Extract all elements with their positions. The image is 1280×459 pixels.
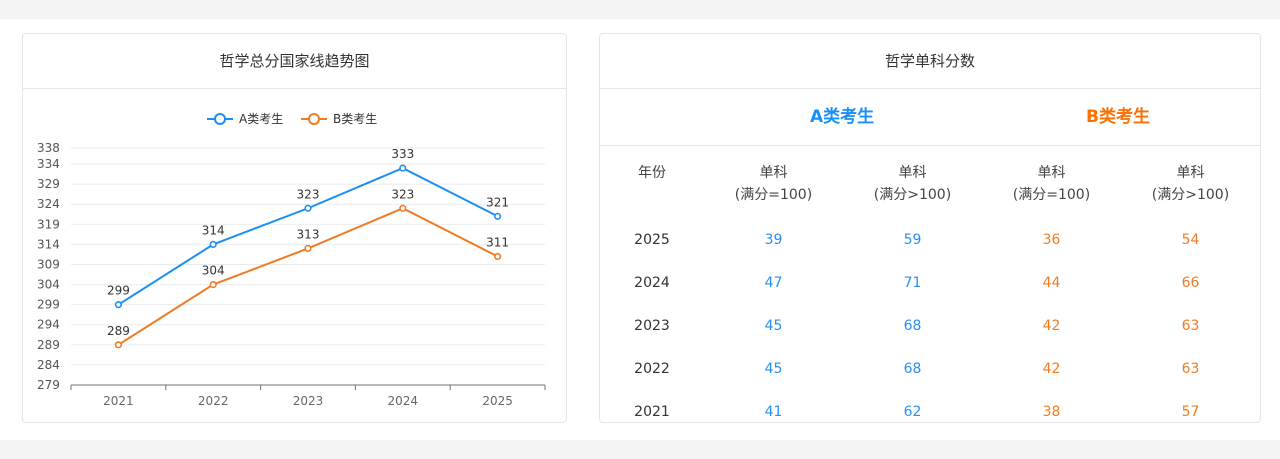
b-score-100-cell: 36 [1042, 231, 1061, 248]
a-score-100-cell: 41 [764, 403, 783, 420]
header-a-over100: 单科 (满分>100) [873, 165, 952, 203]
data-point [114, 301, 122, 309]
b-score-100-cell: 42 [1042, 317, 1061, 334]
legend-marker [308, 113, 320, 125]
table-header-row: 年份 单科 (满分=100) 单科 (满分>100) 单科 (满分=100) 单科 (满… [600, 146, 1260, 218]
a-score-over100-cell: 59 [903, 231, 922, 248]
data-point [209, 280, 217, 289]
data-point [494, 252, 502, 261]
header-year: 年份 [638, 165, 666, 181]
x-tick-label: 2024 [388, 394, 419, 408]
score-table: 年份 单科 (满分=100) 单科 (满分>100) 单科 (满分=100) 单科 (满… [600, 146, 1260, 422]
data-label: 323 [391, 187, 414, 201]
data-label: 304 [202, 264, 225, 278]
header-a-100: 单科 (满分=100) [734, 165, 813, 203]
table-row: 2024 47 71 44 66 [600, 261, 1260, 304]
data-label: 289 [107, 324, 130, 338]
table-row: 2023 45 68 42 63 [600, 304, 1260, 347]
legend-series-b: B类考生 [333, 112, 377, 126]
data-point [399, 204, 407, 212]
y-tick-label: 299 [37, 298, 60, 312]
table-row: 2021 41 62 38 57 [600, 390, 1260, 422]
y-tick-label: 309 [37, 257, 60, 271]
data-label: 323 [297, 187, 320, 201]
year-cell: 2023 [634, 317, 670, 334]
x-tick-label: 2022 [198, 394, 229, 408]
year-cell: 2025 [634, 231, 670, 248]
legend-series-a: A类考生 [239, 112, 283, 126]
a-score-over100-cell: 62 [903, 403, 922, 420]
trend-line-chart: 279 284 289 294 299 304 309 314 319 324 329 334 338 2… [37, 112, 546, 408]
y-tick-label: 319 [37, 217, 60, 231]
y-tick-label: 338 [37, 141, 60, 155]
header-b-over100: 单科 (满分>100) [1151, 165, 1230, 203]
data-label: 333 [391, 147, 414, 161]
a-score-100-cell: 45 [764, 317, 783, 334]
trend-chart-card: 哲学总分国家线趋势图 279 284 289 294 299 304 309 314 319 32… [22, 33, 567, 423]
x-tick-label: 2025 [482, 394, 513, 408]
y-tick-label: 324 [37, 197, 60, 211]
group-a-label: A类考生 [810, 107, 875, 127]
table-row: 2022 45 68 42 63 [600, 347, 1260, 390]
b-score-100-cell: 44 [1042, 274, 1061, 291]
y-tick-label: 314 [37, 237, 60, 251]
data-point [114, 341, 122, 349]
y-tick-label: 289 [37, 338, 60, 352]
year-cell: 2021 [634, 403, 670, 420]
data-point [399, 164, 407, 172]
b-score-over100-cell: 63 [1181, 360, 1200, 377]
data-point [304, 244, 312, 253]
y-tick-label: 279 [37, 378, 60, 392]
data-label: 311 [486, 235, 509, 249]
chart-card-title: 哲学总分国家线趋势图 [23, 34, 566, 89]
data-label: 314 [202, 223, 225, 237]
a-score-over100-cell: 71 [903, 274, 922, 291]
legend-marker [214, 113, 226, 125]
a-score-100-cell: 47 [764, 274, 783, 291]
a-score-over100-cell: 68 [903, 360, 922, 377]
y-tick-label: 329 [37, 177, 60, 191]
single-subject-card: 哲学单科分数 A类考生 B类考生 年份 单科 (满分=100) 单科 (满分>100… [599, 33, 1261, 423]
a-score-100-cell: 45 [764, 360, 783, 377]
data-point [494, 212, 502, 220]
a-score-over100-cell: 68 [903, 317, 922, 334]
b-score-100-cell: 38 [1042, 403, 1061, 420]
group-header-row: A类考生 B类考生 [600, 89, 1260, 146]
y-tick-label: 284 [37, 358, 60, 372]
data-label: 299 [107, 284, 130, 298]
year-cell: 2022 [634, 360, 670, 377]
x-tick-label: 2023 [293, 394, 324, 408]
b-score-over100-cell: 66 [1181, 274, 1200, 291]
b-score-over100-cell: 54 [1181, 231, 1200, 248]
y-tick-label: 304 [37, 278, 60, 292]
b-score-over100-cell: 57 [1181, 403, 1200, 420]
data-point [209, 240, 217, 249]
y-tick-label: 294 [37, 318, 60, 332]
year-cell: 2024 [634, 274, 670, 291]
y-tick-label: 334 [37, 157, 60, 171]
b-score-over100-cell: 63 [1181, 317, 1200, 334]
data-point [304, 204, 312, 212]
data-label: 321 [486, 195, 509, 209]
x-tick-label: 2021 [103, 394, 134, 408]
header-b-100: 单科 (满分=100) [1012, 165, 1091, 203]
group-b-label: B类考生 [1086, 107, 1150, 127]
b-score-100-cell: 42 [1042, 360, 1061, 377]
a-score-100-cell: 39 [764, 231, 783, 248]
table-card-title: 哲学单科分数 [600, 34, 1260, 89]
table-row: 2025 39 59 36 54 [600, 218, 1260, 261]
data-label: 313 [297, 227, 320, 241]
